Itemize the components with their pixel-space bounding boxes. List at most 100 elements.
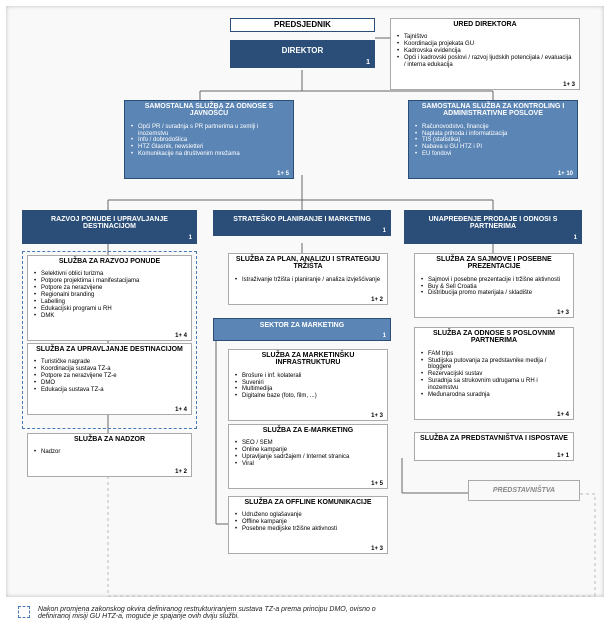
col2-b1-list: Istraživanje tržišta i planiranje / anal… [234, 277, 382, 284]
list-item: DMO [33, 380, 186, 387]
list-item: Info / dobrodošlica [130, 137, 288, 144]
box-pr: SAMOSTALNA SLUŽBA ZA ODNOSE S JAVNOŠĆU O… [124, 100, 294, 179]
col3-b2-list: FAM tripsStudijska putovanja za predstav… [420, 351, 568, 399]
list-item: Buy & Sell Croatia [420, 284, 568, 291]
list-item: FAM trips [420, 351, 568, 358]
col1-b1-list: Selektivni oblici turizmaPotpore projekt… [33, 271, 186, 319]
list-item: Međunarodna suradnja [420, 392, 568, 399]
list-item: Edukacija sustava TZ-a [33, 387, 186, 394]
col2-b4-title: SLUŽBA ZA OFFLINE KOMUNIKACIJE [229, 497, 387, 508]
col3-b1-title: SLUŽBA ZA SAJMOVE I POSEBNE PREZENTACIJE [415, 254, 573, 273]
col3-b2-title: SLUŽBA ZA ODNOSE S POSLOVNIM PARTNERIMA [415, 328, 573, 347]
list-item: Opći i kadrovski poslovi / razvoj ljudsk… [396, 55, 574, 69]
list-item: Offline kampanje [234, 519, 382, 526]
list-item: Labelling [33, 299, 186, 306]
ured-count: 1+ 3 [563, 82, 575, 88]
ured-list: TajništvoKoordinacija projekata GUKadrov… [396, 34, 574, 68]
col1-b3-list: Nadzor [33, 449, 186, 456]
col2-b1-title: SLUŽBA ZA PLAN, ANALIZU I STRATEGIJU TRŽ… [229, 254, 387, 273]
col3-pred: PREDSTAVNIŠTVA [468, 480, 580, 501]
list-item: Nadzor [33, 449, 186, 456]
kont-count: 1+ 10 [558, 171, 573, 177]
col2-b3-list: SEO / SEMOnline kampanjeUpravljanje sadr… [234, 440, 382, 468]
kont-title: SAMOSTALNA SLUŽBA ZA KONTROLING I ADMINI… [409, 101, 577, 120]
col3-b2: SLUŽBA ZA ODNOSE S POSLOVNIM PARTNERIMA … [414, 327, 574, 420]
list-item: Naplata prihoda i informatizacija [414, 131, 572, 138]
list-item: Koordinacija projekata GU [396, 41, 574, 48]
col1-b1-count: 1+ 4 [175, 333, 187, 339]
col3-b3-count: 1+ 1 [557, 453, 569, 459]
list-item: Selektivni oblici turizma [33, 271, 186, 278]
list-item: Sajmovi i posebne prezentacije i tržišne… [420, 277, 568, 284]
col2-b2-list: Brošure i inf. kolateraliSuveniriMultime… [234, 373, 382, 401]
col2-head-title: STRATEŠKO PLANIRANJE I MARKETING [233, 216, 371, 223]
list-item: Koordinacija sustava TZ-a [33, 366, 186, 373]
col3-b3-title: SLUŽBA ZA PREDSTAVNIŠTVA I ISPOSTAVE [415, 433, 573, 444]
list-item: EU fondovi [414, 151, 572, 158]
col3-pred-title: PREDSTAVNIŠTVA [473, 487, 575, 494]
footnote: Nakon promjena zakonskog okvira definira… [38, 606, 388, 621]
col2-b4: SLUŽBA ZA OFFLINE KOMUNIKACIJE Udruženo … [228, 496, 388, 554]
col1-b2-count: 1+ 4 [175, 407, 187, 413]
ured-title: URED DIREKTORA [391, 19, 579, 30]
list-item: Edukacijski programi u RH [33, 306, 186, 313]
col1-b3-title: SLUŽBA ZA NADZOR [28, 434, 191, 445]
list-item: Opći PR / suradnja s PR partnerima u zem… [130, 124, 288, 138]
col3-b2-count: 1+ 4 [557, 412, 569, 418]
col2-b1: SLUŽBA ZA PLAN, ANALIZU I STRATEGIJU TRŽ… [228, 253, 388, 305]
col1-b2: SLUŽBA ZA UPRAVLJANJE DESTINACIJOM Turis… [27, 343, 192, 415]
list-item: Studijska putovanja za predstavnike medi… [420, 358, 568, 372]
box-direktor: DIREKTOR 1 [230, 40, 375, 68]
list-item: Distribucija promo materijala / skladišt… [420, 290, 568, 297]
list-item: TIS (statistika) [414, 137, 572, 144]
list-item: Računovodstvo, financije [414, 124, 572, 131]
list-item: Istraživanje tržišta i planiranje / anal… [234, 277, 382, 284]
col2-b4-list: Udruženo oglašavanjeOffline kampanjePose… [234, 512, 382, 533]
pr-body: Opći PR / suradnja s PR partnerima u zem… [125, 120, 293, 178]
box-kont: SAMOSTALNA SLUŽBA ZA KONTROLING I ADMINI… [408, 100, 578, 179]
col1-b1-title: SLUŽBA ZA RAZVOJ PONUDE [28, 256, 191, 267]
list-item: Komunikacije na društvenim mrežama [130, 151, 288, 158]
list-item: Turističke nagrade [33, 359, 186, 366]
list-item: Digitalne baze (foto, film, ...) [234, 393, 382, 400]
col1-b2-list: Turističke nagradeKoordinacija sustava T… [33, 359, 186, 393]
col2-b2-count: 1+ 3 [371, 413, 383, 419]
list-item: HTZ Glasnik, newsletteri [130, 144, 288, 151]
col3-b1: SLUŽBA ZA SAJMOVE I POSEBNE PREZENTACIJE… [414, 253, 574, 318]
col3-head: UNAPREĐENJE PRODAJE I ODNOSI S PARTNERIM… [404, 210, 582, 244]
col1-b2-title: SLUŽBA ZA UPRAVLJANJE DESTINACIJOM [28, 344, 191, 355]
list-item: Tajništvo [396, 34, 574, 41]
col1-b1: SLUŽBA ZA RAZVOJ PONUDE Selektivni oblic… [27, 255, 192, 341]
col2-b4-count: 1+ 3 [371, 546, 383, 552]
col1-b3-count: 1+ 2 [175, 469, 187, 475]
list-item: Posebne medijske tržišne aktivnosti [234, 526, 382, 533]
list-item: Viral [234, 461, 382, 468]
col2-b3-title: SLUŽBA ZA E-MARKETING [229, 425, 387, 436]
col1-head-count: 1 [189, 235, 192, 241]
col3-b3: SLUŽBA ZA PREDSTAVNIŠTVA I ISPOSTAVE 1+ … [414, 432, 574, 461]
col1-head: RAZVOJ PONUDE I UPRAVLJANJE DESTINACIJOM… [22, 210, 197, 244]
footnote-marker [18, 606, 30, 618]
direktor-header: DIREKTOR 1 [231, 41, 374, 67]
col2-sektor-count: 1 [383, 333, 386, 339]
col1-b3: SLUŽBA ZA NADZOR Nadzor 1+ 2 [27, 433, 192, 477]
direktor-count: 1 [366, 59, 370, 66]
col2-head: STRATEŠKO PLANIRANJE I MARKETING 1 [213, 210, 391, 236]
list-item: Rezervacijski sustav [420, 371, 568, 378]
list-item: Suradnja sa strukovnim udrugama u RH i i… [420, 378, 568, 392]
list-item: Suveniri [234, 380, 382, 387]
direktor-title: DIREKTOR [282, 46, 324, 55]
box-ured: URED DIREKTORA TajništvoKoordinacija pro… [390, 18, 580, 90]
kont-list: Računovodstvo, financijeNaplata prihoda … [414, 124, 572, 158]
list-item: Online kampanje [234, 447, 382, 454]
col3-head-title: UNAPREĐENJE PRODAJE I ODNOSI S PARTNERIM… [429, 216, 558, 230]
list-item: Regionalni branding [33, 292, 186, 299]
list-item: Potpore za nerazvijene [33, 285, 186, 292]
predsjednik-title: PREDSJEDNIK [231, 19, 374, 31]
pr-title: SAMOSTALNA SLUŽBA ZA ODNOSE S JAVNOŠĆU [125, 101, 293, 120]
col3-b1-list: Sajmovi i posebne prezentacije i tržišne… [420, 277, 568, 298]
pr-count: 1+ 5 [277, 171, 289, 177]
col2-b2-title: SLUŽBA ZA MARKETINŠKU INFRASTRUKTURU [229, 350, 387, 369]
list-item: Upravljanje sadržajem / Internet stranic… [234, 454, 382, 461]
col2-head-count: 1 [383, 228, 386, 234]
